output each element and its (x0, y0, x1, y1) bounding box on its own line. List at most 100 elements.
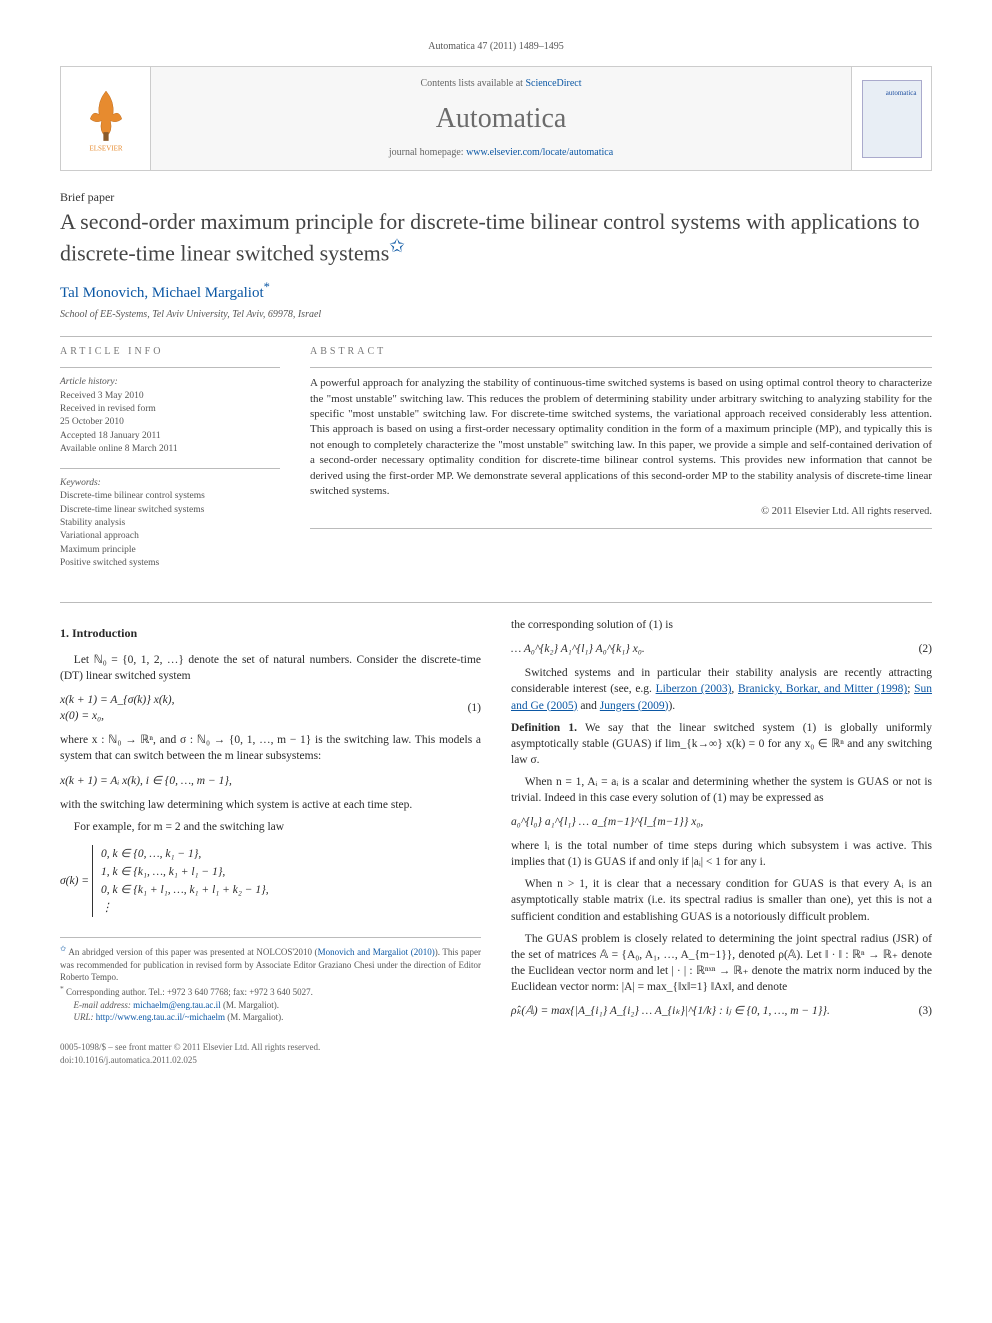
keyword: Maximum principle (60, 544, 280, 557)
equation-number: (2) (902, 641, 932, 657)
svg-text:ELSEVIER: ELSEVIER (89, 144, 122, 152)
paragraph: For example, for m = 2 and the switching… (60, 819, 481, 835)
cover-thumbnail-cell (851, 67, 931, 170)
corresponding-info: Corresponding author. Tel.: +972 3 640 7… (66, 987, 313, 997)
footnote-2: * Corresponding author. Tel.: +972 3 640… (60, 984, 481, 999)
sigma-case: 1, k ∈ {k₁, …, k₁ + l₁ − 1}, (101, 863, 269, 881)
contents-prefix: Contents lists available at (420, 78, 525, 89)
keyword: Discrete-time bilinear control systems (60, 490, 280, 503)
paragraph: the corresponding solution of (1) is (511, 617, 932, 633)
definition-1: Definition 1. We say that the linear swi… (511, 720, 932, 768)
footnote-email: E-mail address: michaelm@eng.tau.ac.il (… (60, 999, 481, 1012)
title-text: A second-order maximum principle for dis… (60, 209, 920, 266)
equation-number: (1) (451, 700, 481, 716)
url-link[interactable]: http://www.eng.tau.ac.il/~michaelm (96, 1012, 225, 1022)
paragraph: with the switching law determining which… (60, 797, 481, 813)
section-heading: 1. Introduction (60, 625, 481, 642)
equation-inline: x(k + 1) = Aᵢ x(k), i ∈ {0, …, m − 1}, (60, 773, 481, 789)
paragraph: The GUAS problem is closely related to d… (511, 931, 932, 995)
contents-line: Contents lists available at ScienceDirec… (151, 77, 851, 91)
rule (60, 602, 932, 603)
journal-name: Automatica (151, 99, 851, 138)
article-title: A second-order maximum principle for dis… (60, 208, 932, 267)
paragraph: where x : ℕ₀ → ℝⁿ, and σ : ℕ₀ → {0, 1, …… (60, 732, 481, 764)
keyword: Stability analysis (60, 517, 280, 530)
footnote-text: An abridged version of this paper was pr… (68, 947, 317, 957)
rule (310, 528, 932, 529)
equation-content: x(k + 1) = A_{σ(k)} x(k), x(0) = x₀, (60, 692, 451, 724)
sigma-case: ⋮ (101, 899, 269, 917)
email-label: E-mail address: (74, 1000, 134, 1010)
elsevier-tree-icon: ELSEVIER (76, 84, 136, 154)
footnote-mark: * (60, 984, 64, 993)
paragraph: Switched systems and in particular their… (511, 665, 932, 713)
corresponding-mark: * (264, 280, 270, 294)
publisher-logo: ELSEVIER (61, 67, 151, 170)
paragraph: Let ℕ₀ = {0, 1, 2, …} denote the set of … (60, 652, 481, 684)
citation-link[interactable]: Branicky, Borkar, and Mitter (1998) (738, 683, 907, 695)
para-text: ). (668, 700, 675, 712)
article-type: Brief paper (60, 189, 932, 206)
paragraph: where lᵢ is the total number of time ste… (511, 838, 932, 870)
citation-link[interactable]: Jungers (2009) (600, 700, 669, 712)
abstract-text: A powerful approach for analyzing the st… (310, 376, 932, 499)
info-heading: ARTICLE INFO (60, 345, 280, 359)
brace-icon: 0, k ∈ {0, …, k₁ − 1}, 1, k ∈ {k₁, …, k₁… (92, 845, 269, 917)
history-line: Accepted 18 January 2011 (60, 430, 280, 443)
equation-2: … A₀^{k₂} A₁^{l₁} A₀^{k₁} x₀. (2) (511, 641, 932, 657)
sigma-definition: σ(k) = 0, k ∈ {0, …, k₁ − 1}, 1, k ∈ {k₁… (60, 845, 481, 917)
rule (60, 367, 280, 368)
article-info: ARTICLE INFO Article history: Received 3… (60, 345, 280, 582)
eq-line: x(0) = x₀, (60, 708, 451, 724)
equation-inline: a₀^{l₀} a₁^{l₁} … a_{m−1}^{l_{m−1}} x₀, (511, 814, 932, 830)
running-head: Automatica 47 (2011) 1489–1495 (60, 40, 932, 54)
keyword: Positive switched systems (60, 557, 280, 570)
affiliation: School of EE-Systems, Tel Aviv Universit… (60, 308, 932, 322)
journal-header: ELSEVIER Contents lists available at Sci… (60, 66, 932, 171)
abstract-copyright: © 2011 Elsevier Ltd. All rights reserved… (310, 505, 932, 520)
footnote-ref-link[interactable]: Monovich and Margaliot (2010) (318, 947, 435, 957)
footnote-url: URL: http://www.eng.tau.ac.il/~michaelm … (60, 1011, 481, 1024)
sigma-lhs: σ(k) = (60, 875, 92, 887)
author-names: Tal Monovich, Michael Margaliot (60, 285, 264, 301)
definition-label: Definition 1. (511, 722, 577, 734)
right-column: the corresponding solution of (1) is … A… (511, 611, 932, 1027)
title-footnote-mark: ✩ (389, 236, 404, 256)
doi-line: doi:10.1016/j.automatica.2011.02.025 (60, 1054, 320, 1067)
email-who: (M. Margaliot). (221, 1000, 279, 1010)
history-label: Article history: (60, 376, 280, 389)
rule (60, 336, 932, 337)
equation-content: ρ̂ₖ(𝔸) = max{|A_{i₁} A_{i₂} … A_{iₖ}|^{1… (511, 1003, 902, 1019)
cover-thumbnail (862, 80, 922, 158)
keyword: Discrete-time linear switched systems (60, 504, 280, 517)
page: Automatica 47 (2011) 1489–1495 ELSEVIER … (0, 0, 992, 1106)
sciencedirect-link[interactable]: ScienceDirect (525, 78, 581, 89)
citation-link[interactable]: Liberzon (2003) (656, 683, 732, 695)
issn-line: 0005-1098/$ – see front matter © 2011 El… (60, 1041, 320, 1054)
equation-1: x(k + 1) = A_{σ(k)} x(k), x(0) = x₀, (1) (60, 692, 481, 724)
url-label: URL: (74, 1012, 96, 1022)
body-columns: 1. Introduction Let ℕ₀ = {0, 1, 2, …} de… (60, 611, 932, 1027)
keywords-label: Keywords: (60, 477, 280, 490)
email-link[interactable]: michaelm@eng.tau.ac.il (133, 1000, 221, 1010)
equation-3: ρ̂ₖ(𝔸) = max{|A_{i₁} A_{i₂} … A_{iₖ}|^{1… (511, 1003, 932, 1019)
history-line: Received in revised form (60, 403, 280, 416)
meta-abstract-row: ARTICLE INFO Article history: Received 3… (60, 345, 932, 582)
footnote-mark: ✩ (60, 944, 66, 953)
equation-content: … A₀^{k₂} A₁^{l₁} A₀^{k₁} x₀. (511, 641, 902, 657)
page-footer: 0005-1098/$ – see front matter © 2011 El… (60, 1041, 932, 1066)
url-who: (M. Margaliot). (225, 1012, 283, 1022)
rule (60, 468, 280, 469)
header-center: Contents lists available at ScienceDirec… (151, 67, 851, 170)
footnote-1: ✩ An abridged version of this paper was … (60, 944, 481, 984)
footer-left: 0005-1098/$ – see front matter © 2011 El… (60, 1041, 320, 1066)
homepage-line: journal homepage: www.elsevier.com/locat… (151, 146, 851, 160)
paragraph: When n > 1, it is clear that a necessary… (511, 876, 932, 924)
para-text: and (577, 700, 599, 712)
history-block: Article history: Received 3 May 2010 Rec… (60, 376, 280, 456)
equation-number: (3) (902, 1003, 932, 1019)
homepage-link[interactable]: www.elsevier.com/locate/automatica (466, 147, 613, 158)
history-line: Received 3 May 2010 (60, 390, 280, 403)
abstract: ABSTRACT A powerful approach for analyzi… (310, 345, 932, 582)
history-line: 25 October 2010 (60, 416, 280, 429)
